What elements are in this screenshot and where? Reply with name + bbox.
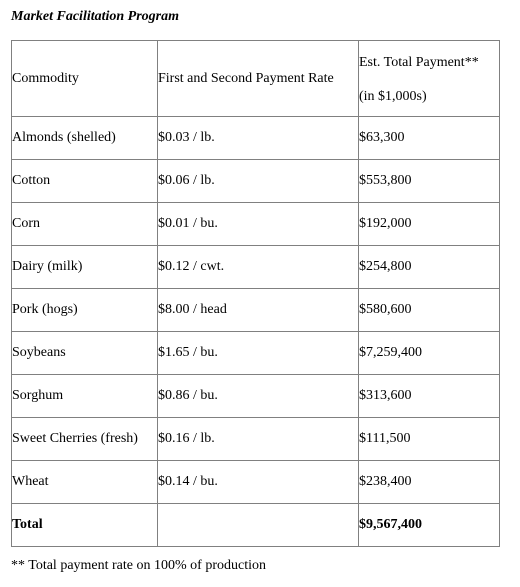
table-cell: Pork (hogs) (11, 288, 158, 332)
empty-cell (157, 503, 359, 547)
table-row: Almonds (shelled) $0.03 / lb. $63,300 (11, 116, 500, 160)
table-cell: $63,300 (358, 116, 500, 160)
table-row: Pork (hogs) $8.00 / head $580,600 (11, 288, 500, 332)
table-cell: $0.06 / lb. (157, 159, 359, 203)
header-cell: First and Second Payment Rate (157, 40, 359, 117)
header-row: Commodity First and Second Payment Rate … (11, 40, 500, 117)
table-row: Sweet Cherries (fresh) $0.16 / lb. $111,50… (11, 417, 500, 461)
header-line: (in $1,000s) (359, 89, 427, 104)
table-row: Wheat $0.14 / bu. $238,400 (11, 460, 500, 504)
table-row: Sorghum $0.86 / bu. $313,600 (11, 374, 500, 418)
header-cell: Commodity (11, 40, 158, 117)
table-row: Dairy (milk) $0.12 / cwt. $254,800 (11, 245, 500, 289)
table-cell: $553,800 (358, 159, 500, 203)
table-cell: $0.16 / lb. (157, 417, 359, 461)
footnote: ** Total payment rate on 100% of product… (11, 558, 266, 573)
table-cell: $0.12 / cwt. (157, 245, 359, 289)
table-cell: $192,000 (358, 202, 500, 246)
table-cell: Sweet Cherries (fresh) (11, 417, 158, 461)
table-cell: $0.14 / bu. (157, 460, 359, 504)
header-line: Est. Total Payment** (359, 55, 479, 70)
table-cell: $254,800 (358, 245, 500, 289)
table-row: Soybeans $1.65 / bu. $7,259,400 (11, 331, 500, 375)
table-cell: Almonds (shelled) (11, 116, 158, 160)
total-payment: $9,567,400 (358, 503, 500, 547)
total-label: Total (11, 503, 158, 547)
table-cell: $0.03 / lb. (157, 116, 359, 160)
table-cell: $111,500 (358, 417, 500, 461)
title: Market Facilitation Program (11, 9, 180, 24)
table-cell: $0.86 / bu. (157, 374, 359, 418)
total-row: Total $9,567,400 (11, 503, 500, 547)
table-cell: $7,259,400 (358, 331, 500, 375)
table-cell: Sorghum (11, 374, 158, 418)
table-cell: $1.65 / bu. (157, 331, 359, 375)
table-cell: $580,600 (358, 288, 500, 332)
table-cell: Corn (11, 202, 158, 246)
table-cell: Dairy (milk) (11, 245, 158, 289)
table-cell: Wheat (11, 460, 158, 504)
payment-table: Commodity First and Second Payment Rate … (11, 40, 500, 547)
header-cell: Est. Total Payment** (in $1,000s) (358, 40, 500, 117)
table-cell: $8.00 / head (157, 288, 359, 332)
table-row: Corn $0.01 / bu. $192,000 (11, 202, 500, 246)
table-cell: $313,600 (358, 374, 500, 418)
table-cell: Soybeans (11, 331, 158, 375)
table-cell: Cotton (11, 159, 158, 203)
table-cell: $0.01 / bu. (157, 202, 359, 246)
table-body: Commodity First and Second Payment Rate … (11, 40, 500, 547)
table-row: Cotton $0.06 / lb. $553,800 (11, 159, 500, 203)
table-cell: $238,400 (358, 460, 500, 504)
